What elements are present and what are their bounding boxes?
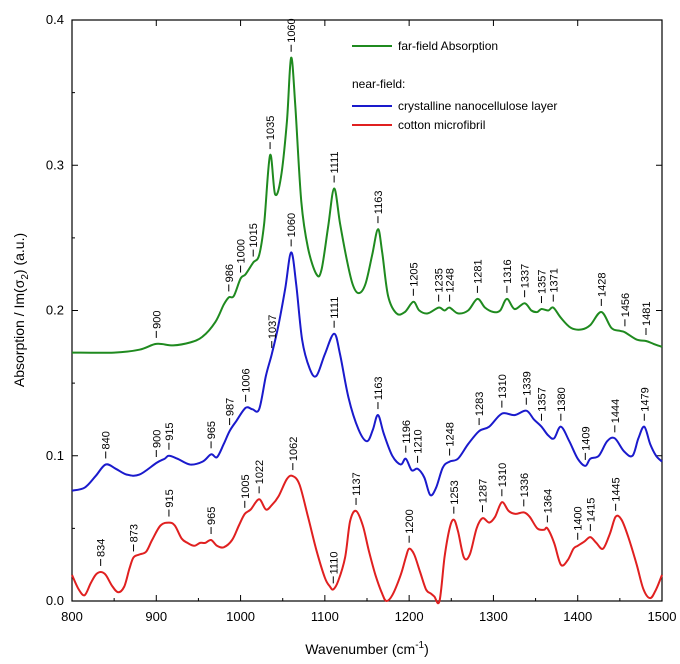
legend-heading: near-field: bbox=[352, 77, 405, 91]
series-line-0 bbox=[71, 56, 663, 354]
y-tick-label: 0.1 bbox=[46, 448, 64, 463]
y-tick-label: 0.4 bbox=[46, 12, 64, 27]
peak-label: 1445 bbox=[611, 477, 623, 501]
peak-label: 1235 bbox=[434, 268, 446, 292]
series-lines bbox=[71, 56, 663, 605]
peak-label: 1253 bbox=[449, 480, 461, 504]
peak-label: 1035 bbox=[265, 116, 277, 140]
x-tick-label: 1400 bbox=[563, 609, 592, 624]
peak-label: 900 bbox=[151, 430, 163, 448]
peak-label: 840 bbox=[101, 431, 113, 449]
peak-label: 1310 bbox=[497, 463, 509, 487]
peak-label: 1310 bbox=[497, 374, 509, 398]
peak-label: 1409 bbox=[580, 426, 592, 450]
peak-label: 1481 bbox=[641, 302, 653, 326]
peak-label: 965 bbox=[206, 421, 218, 439]
peak-label: 1163 bbox=[373, 376, 385, 400]
peak-label: 915 bbox=[164, 422, 176, 440]
peak-label: 1456 bbox=[620, 293, 632, 317]
peak-label: 1006 bbox=[241, 368, 253, 392]
peak-label: 1336 bbox=[519, 473, 531, 497]
peak-label: 1196 bbox=[401, 420, 413, 444]
peak-label: 1205 bbox=[408, 262, 420, 286]
peak-label: 1339 bbox=[521, 371, 533, 395]
peak-label: 1364 bbox=[542, 489, 554, 513]
y-axis: 0.0 0.1 0.2 0.3 0.4 bbox=[46, 12, 662, 608]
y-axis-title-main: Absorption / Im(σ bbox=[11, 279, 27, 387]
x-tick-label: 1500 bbox=[648, 609, 677, 624]
legend-label-far-field: far-field Absorption bbox=[398, 39, 498, 53]
peak-label: 1060 bbox=[286, 213, 298, 237]
peak-label: 1400 bbox=[573, 506, 585, 530]
peak-label: 1000 bbox=[236, 239, 248, 263]
peak-label: 1316 bbox=[502, 259, 514, 283]
peak-label: 1415 bbox=[585, 498, 597, 522]
peak-label: 1005 bbox=[240, 474, 252, 498]
x-axis-title: Wavenumber (cm-1) bbox=[305, 640, 429, 657]
peak-label: 1110 bbox=[328, 552, 340, 575]
peak-label: 1111 bbox=[329, 297, 341, 319]
x-tick-label: 1000 bbox=[226, 609, 255, 624]
peak-label: 1111 bbox=[329, 151, 341, 173]
x-tick-label: 900 bbox=[145, 609, 167, 624]
peak-label: 1287 bbox=[478, 479, 490, 503]
y-axis-title-close: ) (a.u.) bbox=[11, 233, 27, 274]
peak-label: 1015 bbox=[248, 223, 260, 247]
legend: far-field Absorption near-field: crystal… bbox=[352, 39, 557, 132]
x-tick-label: 1100 bbox=[311, 609, 339, 624]
x-axis-title-superscript: -1 bbox=[415, 640, 424, 651]
peak-label: 1479 bbox=[639, 387, 651, 411]
legend-label-nanocellulose: crystalline nanocellulose layer bbox=[398, 99, 557, 113]
x-axis: 800 900 1000 1100 1200 1300 1400 1500 bbox=[61, 20, 676, 624]
peak-label: 1357 bbox=[537, 387, 549, 411]
y-axis-title: Absorption / Im(σ2) (a.u.) bbox=[11, 233, 31, 387]
peak-label: 1060 bbox=[286, 18, 298, 42]
peak-label: 900 bbox=[151, 311, 163, 329]
peak-label: 1281 bbox=[472, 259, 484, 283]
peak-label: 915 bbox=[164, 489, 176, 507]
peak-label: 1248 bbox=[445, 268, 457, 292]
peak-label: 1371 bbox=[548, 268, 560, 292]
peak-label: 1037 bbox=[267, 315, 279, 339]
y-tick-label: 0.2 bbox=[46, 303, 64, 318]
peak-label: 1163 bbox=[373, 191, 385, 215]
x-tick-label: 1200 bbox=[395, 609, 424, 624]
peak-label: 873 bbox=[129, 524, 141, 542]
peak-label: 1380 bbox=[556, 387, 568, 411]
peak-label: 965 bbox=[206, 507, 218, 525]
series-line-1 bbox=[71, 251, 663, 497]
peak-label: 1444 bbox=[610, 399, 622, 423]
peak-label: 1428 bbox=[596, 273, 608, 297]
peak-label: 1210 bbox=[413, 429, 425, 453]
y-tick-label: 0.3 bbox=[46, 157, 64, 172]
peak-label: 1283 bbox=[474, 392, 486, 416]
peak-label: 1022 bbox=[254, 460, 266, 484]
peak-label: 1062 bbox=[288, 437, 300, 461]
peak-label: 1137 bbox=[351, 472, 363, 496]
legend-label-cotton: cotton microfibril bbox=[398, 118, 485, 132]
x-tick-label: 1300 bbox=[479, 609, 508, 624]
peak-label: 1248 bbox=[445, 422, 457, 446]
x-axis-title-main: Wavenumber (cm bbox=[305, 641, 415, 657]
x-axis-title-close: ) bbox=[424, 641, 429, 657]
y-tick-label: 0.0 bbox=[46, 593, 64, 608]
peak-label: 1200 bbox=[404, 509, 416, 533]
peak-label: 987 bbox=[225, 398, 237, 416]
peak-label: 834 bbox=[96, 539, 108, 557]
peak-label: 1337 bbox=[520, 264, 532, 288]
x-tick-label: 800 bbox=[61, 609, 83, 624]
series-line-2 bbox=[71, 474, 663, 605]
peak-label: 986 bbox=[224, 264, 236, 282]
y-axis-title-subscript: 2 bbox=[20, 274, 31, 280]
peak-label: 1357 bbox=[537, 270, 549, 294]
